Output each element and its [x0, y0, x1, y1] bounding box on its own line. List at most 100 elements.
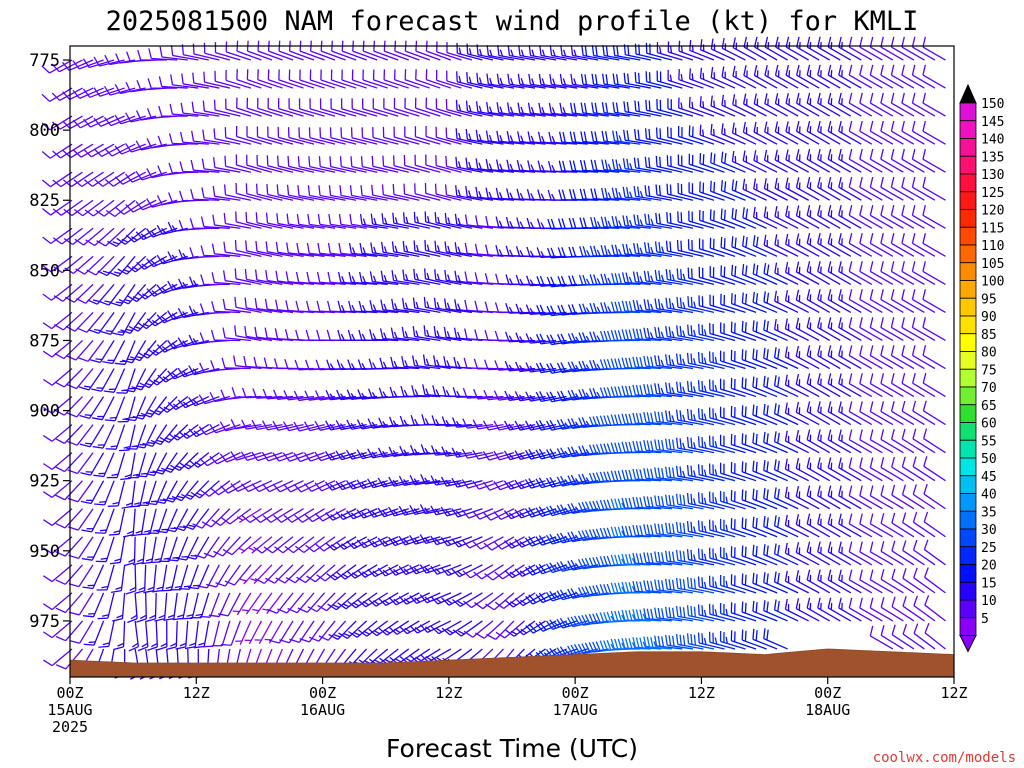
barb-feather [356, 479, 364, 489]
barb-feather [272, 420, 279, 431]
barb-staff [133, 227, 157, 243]
barb-feather [632, 299, 637, 311]
barb-feather [499, 106, 503, 114]
barb-staff [235, 278, 262, 286]
barb-feather [468, 133, 472, 141]
barb-feather [134, 590, 145, 595]
barb-feather [657, 635, 661, 647]
wind-barb [263, 357, 294, 370]
wind-barb [254, 298, 283, 314]
barb-feather [400, 385, 405, 397]
barb-staff [76, 424, 94, 446]
barb-staff [69, 87, 94, 100]
barb-feather [223, 184, 227, 195]
barb-staff [82, 199, 104, 217]
barb-feather [558, 189, 563, 200]
barb-staff [246, 452, 273, 461]
barb-staff [131, 480, 136, 507]
barb-feather [505, 245, 510, 257]
barb-feather [306, 242, 310, 254]
barb-feather [654, 439, 658, 450]
wind-barb [222, 270, 251, 286]
wind-barb [402, 269, 430, 286]
wind-barb [307, 185, 336, 201]
barb-feather [104, 300, 112, 303]
barb-feather [388, 566, 396, 576]
barb-feather [445, 539, 452, 546]
barb-feather [509, 249, 514, 257]
wind-barb [299, 69, 325, 89]
barb-staff [278, 165, 304, 173]
barb-feather [506, 188, 510, 199]
barb-staff [59, 115, 83, 130]
barb-staff [289, 452, 315, 462]
barb-feather [633, 128, 637, 140]
wind-barb [297, 592, 326, 613]
barb-feather [109, 561, 121, 565]
barb-feather [675, 437, 679, 449]
wind-barb [95, 199, 126, 217]
barb-feather [445, 155, 448, 167]
barb-feather [668, 410, 672, 422]
barb-staff [159, 536, 168, 563]
barb-feather [192, 309, 198, 316]
barb-feather [388, 506, 395, 517]
wind-barb [158, 396, 189, 413]
barb-feather [161, 227, 167, 234]
barb-feather [583, 188, 587, 200]
barb-feather [253, 546, 263, 554]
wind-barb [404, 69, 431, 89]
barb-staff [404, 279, 430, 286]
barb-staff [425, 278, 451, 286]
barb-staff [185, 620, 189, 647]
barb-feather [579, 188, 584, 200]
barb-feather [647, 271, 651, 282]
barb-feather [509, 106, 514, 114]
barb-feather [415, 359, 419, 367]
barb-feather [657, 327, 661, 338]
barb-staff [415, 564, 441, 575]
wind-barb [444, 269, 473, 286]
wind-barb [262, 420, 294, 431]
barb-feather [679, 550, 682, 561]
wind-barb [295, 536, 325, 554]
barb-staff [193, 53, 220, 61]
barb-feather [304, 513, 313, 523]
barb-feather [617, 442, 622, 453]
barb-staff [366, 620, 389, 637]
barb-feather [668, 523, 672, 534]
barb-staff [267, 107, 294, 117]
barb-feather [372, 304, 377, 311]
barb-feather [606, 443, 612, 454]
barb-feather [274, 546, 284, 554]
barb-staff [436, 136, 462, 145]
barb-feather [583, 131, 587, 143]
barb-feather [73, 179, 83, 187]
wind-barb [357, 564, 389, 578]
barb-feather [329, 156, 332, 167]
wind-barb [317, 213, 346, 229]
barb-feather [624, 357, 629, 369]
barb-feather [675, 493, 679, 505]
wind-barb [286, 242, 315, 257]
barb-feather [589, 302, 594, 314]
barb-feather [643, 383, 647, 395]
barb-feather [156, 224, 164, 235]
barb-staff [246, 193, 273, 201]
barb-feather [601, 159, 605, 170]
wind-barb [98, 283, 126, 306]
barb-staff [158, 396, 178, 416]
barb-feather [383, 303, 387, 311]
barb-feather [238, 547, 245, 552]
barb-staff [404, 250, 430, 257]
barb-staff [678, 78, 704, 89]
barb-feather [339, 156, 342, 167]
barb-feather [78, 386, 90, 391]
wind-barb [72, 115, 104, 129]
barb-feather [161, 346, 169, 352]
barb-staff [393, 193, 420, 201]
barb-feather [643, 411, 647, 423]
barb-feather [380, 299, 384, 310]
barb-feather [172, 372, 179, 378]
barb-staff [414, 364, 441, 370]
